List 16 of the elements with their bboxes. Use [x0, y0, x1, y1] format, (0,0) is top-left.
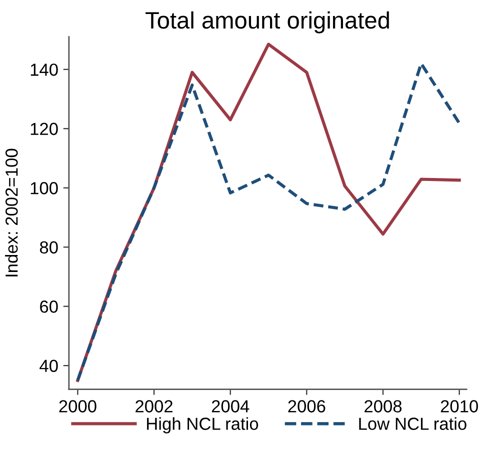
x-tick-label: 2002	[136, 400, 172, 412]
x-tick-label: 2000	[59, 400, 96, 412]
x-tick-label: 2004	[212, 400, 250, 412]
y-tick-label: 60	[40, 300, 58, 313]
y-axis-title: Index: 2002=100	[5, 148, 18, 276]
y-tick-label: 140	[30, 64, 58, 76]
x-tick-label: 2008	[364, 400, 402, 412]
legend-label: High NCL ratio	[147, 417, 258, 434]
chart-title: Total amount originated	[146, 11, 389, 34]
y-tick-label: 120	[30, 122, 58, 136]
y-tick-label: 80	[40, 241, 58, 254]
y-tick-label: 100	[30, 182, 58, 194]
legend-label: Low NCL ratio	[359, 417, 466, 430]
y-tick-label: 40	[40, 360, 58, 372]
x-tick-label: 2010	[440, 400, 478, 412]
x-tick-label: 2006	[288, 400, 326, 412]
